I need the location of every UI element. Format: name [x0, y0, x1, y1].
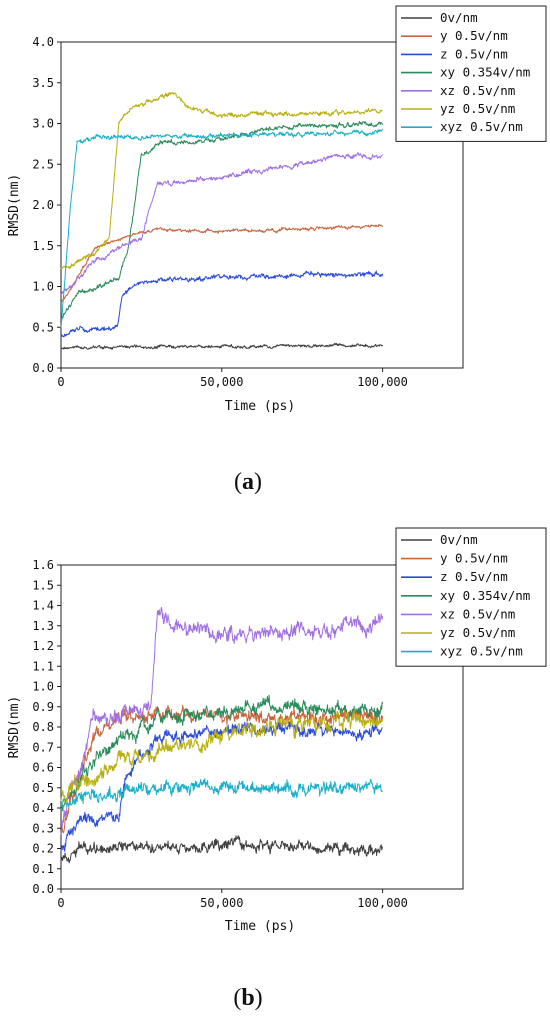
chart-panel-a: 0.0 0.5 1.0 1.5 2.0 2.5 3.0 3.5 4.0 0 50,000 100,00… [7, 5, 547, 495]
panel-a-y-tick-label: 2.5 [32, 157, 54, 171]
panel-b-y-tick-label: 1.3 [32, 619, 54, 633]
panel-b-y-tick-label: 0.2 [32, 842, 54, 856]
panel-b-y-tick-label: 0.7 [32, 740, 54, 754]
panel-b-legend-entry: xyz 0.5v/nm [440, 644, 523, 659]
panel-b-series-line-y-0-5v-nm [60, 704, 384, 835]
panel-b-y-tick-label: 1.6 [32, 558, 54, 572]
panel-b-y-axis-title: RMSD(nm) [7, 696, 22, 759]
panel-b-x-tick-label: 0 [57, 896, 64, 910]
panel-b-y-tick-label: 0.8 [32, 720, 54, 734]
panel-b-label: (b) [233, 985, 262, 1011]
panel-b-y-tick-label: 0.5 [32, 781, 54, 795]
panel-a-y-tick-label: 0.5 [32, 320, 54, 334]
panel-a-series-line-z-0-5v-nm [60, 270, 384, 338]
panel-b-series-line-0v-nm [60, 835, 384, 864]
panel-b-legend-entry: yz 0.5v/nm [440, 625, 515, 640]
panel-b-y-tick-label: 0.3 [32, 821, 54, 835]
panel-b-y-tick-label: 1.4 [32, 599, 54, 613]
panel-a-y-tick-label: 0.0 [32, 361, 54, 375]
panel-a-x-tick-label: 100,000 [357, 375, 408, 389]
panel-b-y-tick-label: 1.0 [32, 680, 54, 694]
panel-b-legend-entry: xz 0.5v/nm [440, 606, 515, 621]
panel-a-x-tick-label: 0 [57, 375, 64, 389]
panel-a-legend-entry: y 0.5v/nm [440, 28, 508, 43]
panel-b-legend-entry: z 0.5v/nm [440, 569, 508, 584]
panel-a-y-tick-label: 4.0 [32, 35, 54, 49]
panel-b-y-tick-label: 0.4 [32, 801, 54, 815]
panel-b-series-line-xy-0-354v-nm [60, 694, 384, 812]
panel-a-series-line-yz-0-5v-nm [60, 92, 383, 270]
chart-panel-b: 0.0 0.1 0.2 0.3 0.4 0.5 0.6 0.7 0.8 0.9 1.0 1.1 1.2 1… [7, 527, 547, 1011]
panel-a-y-tick-label: 3.5 [32, 76, 54, 90]
panel-b-series-line-xz-0-5v-nm [60, 607, 384, 835]
panel-a-legend-entry: 0v/nm [440, 10, 478, 25]
panel-a-x-axis-title: Time (ps) [225, 399, 295, 414]
panel-b-legend-entry: y 0.5v/nm [440, 551, 508, 566]
panel-b-y-tick-label: 0.0 [32, 882, 54, 896]
panel-b-legend-entry: xy 0.354v/nm [440, 588, 530, 603]
panel-a-series-line-xy-0-354v-nm [61, 120, 384, 321]
panel-a-y-tick-label: 3.0 [32, 117, 54, 131]
panel-a-y-tick-label: 1.0 [32, 280, 54, 294]
panel-b-legend-box [395, 527, 547, 667]
panel-a-series-line-y-0-5v-nm [60, 224, 384, 304]
panel-a-legend-entry: xz 0.5v/nm [440, 83, 515, 98]
panel-b-y-tick-label: 0.6 [32, 761, 54, 775]
panel-b-y-tick-label: 1.2 [32, 639, 54, 653]
panel-a-y-axis-title: RMSD(nm) [7, 174, 22, 237]
panel-a-legend-entry: yz 0.5v/nm [440, 101, 515, 116]
panel-b-legend-entry: 0v/nm [440, 532, 478, 547]
panel-a-series-line-xyz-0-5v-nm [60, 128, 384, 328]
panel-b-x-axis-title: Time (ps) [225, 919, 295, 934]
panel-b-series-line-xyz-0-5v-nm [60, 778, 383, 810]
panel-a-y-tick-label: 1.5 [32, 239, 54, 253]
panel-b-y-tick-label: 1.1 [32, 659, 54, 673]
panel-a-series-line-xz-0-5v-nm [60, 152, 383, 295]
panel-b-y-tick-label: 0.1 [32, 862, 54, 876]
panel-a-legend-entry: xy 0.354v/nm [440, 65, 530, 80]
panel-a-legend-box [395, 5, 547, 142]
panel-b-x-tick-label: 50,000 [200, 896, 243, 910]
panel-b-y-tick-label: 0.9 [32, 700, 54, 714]
panel-a-series-line-0v-nm [60, 342, 384, 350]
panel-b-x-tick-label: 100,000 [357, 896, 408, 910]
panel-b-y-tick-label: 1.5 [32, 578, 54, 592]
panel-a-legend-entry: z 0.5v/nm [440, 46, 508, 61]
panel-b-series-line-yz-0-5v-nm [60, 710, 384, 805]
panel-a-label: (a) [234, 469, 262, 495]
panel-a-y-tick-label: 2.0 [32, 198, 54, 212]
panel-a-legend-entry: xyz 0.5v/nm [440, 119, 523, 134]
panel-a-x-tick-label: 50,000 [200, 375, 243, 389]
